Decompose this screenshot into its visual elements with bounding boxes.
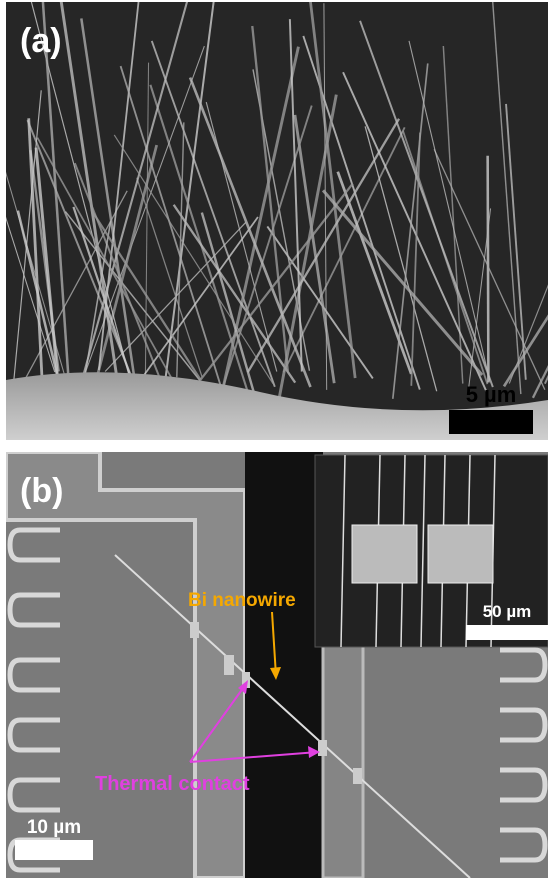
scale-bar [449,410,533,434]
contact [190,622,199,638]
annotation: Bi nanowire [188,590,296,611]
panel-a: 5 µm (a) [0,0,552,440]
panel-b: 50 µm Bi nanowire Thermal contact 10 µm … [6,452,548,878]
scale-bar [15,840,93,860]
scale-bar-label: 10 µm [27,817,81,838]
contact [318,740,327,756]
figure: 5 µm (a) 50 µm Bi nanowire Thermal conta… [0,0,552,878]
contact [224,655,234,675]
inset-scale-bar [466,625,548,640]
panel-label: (a) [20,22,62,60]
contact [353,768,362,784]
scale-bar-label: 5 µm [466,382,517,407]
trench [245,452,323,878]
electrode [323,640,363,878]
panel-label: (b) [20,472,63,510]
inset-scale-bar-label: 50 µm [483,602,532,621]
nanowire [488,156,489,383]
annotation: Thermal contact [95,773,250,795]
inset-pad [352,525,417,583]
inset-pad [428,525,493,583]
